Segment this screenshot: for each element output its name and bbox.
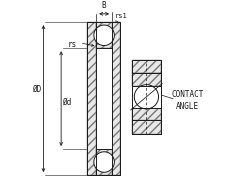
Text: Ød: Ød [62, 98, 71, 107]
Polygon shape [132, 74, 161, 86]
Polygon shape [96, 22, 112, 48]
Polygon shape [132, 74, 161, 120]
Polygon shape [96, 149, 112, 175]
Text: CONTACT
ANGLE: CONTACT ANGLE [172, 90, 204, 111]
Polygon shape [96, 48, 112, 149]
Polygon shape [112, 22, 120, 175]
Text: B: B [102, 2, 106, 10]
Text: rs1: rs1 [115, 13, 128, 19]
Polygon shape [132, 108, 161, 120]
Polygon shape [96, 22, 112, 175]
Circle shape [94, 25, 114, 46]
Text: ØD: ØD [32, 85, 42, 94]
Polygon shape [132, 86, 161, 108]
Polygon shape [132, 120, 161, 134]
Circle shape [134, 85, 159, 109]
Polygon shape [87, 22, 96, 175]
Text: rs: rs [68, 40, 77, 49]
Circle shape [94, 152, 114, 172]
Polygon shape [132, 59, 161, 74]
